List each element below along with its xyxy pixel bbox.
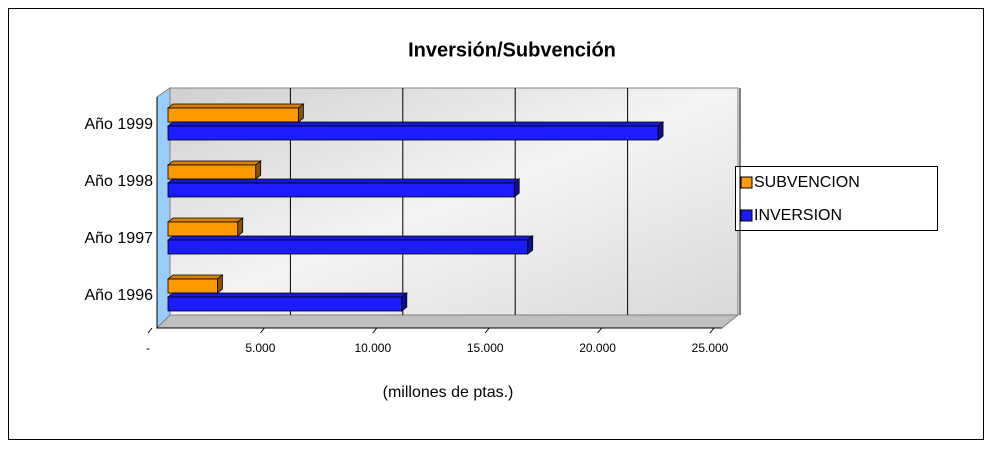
x-tick-label: 15.000 <box>467 341 504 355</box>
bar <box>166 160 262 180</box>
x-tick-label: 10.000 <box>354 341 391 355</box>
x-axis-title: (millones de ptas.) <box>383 384 514 401</box>
y-tick-label: Año 1996 <box>84 287 153 304</box>
x-tick <box>260 327 265 334</box>
y-tick-label: Año 1999 <box>84 116 153 133</box>
legend-label: SUBVENCION <box>754 174 860 191</box>
floor <box>155 314 740 329</box>
x-tick-label: 25.000 <box>692 341 729 355</box>
y-tick-label: Año 1998 <box>84 173 153 190</box>
legend-swatch <box>740 176 753 189</box>
x-tick <box>709 327 715 334</box>
x-tick-label: 5.000 <box>245 341 275 355</box>
x-tick <box>372 327 378 334</box>
x-tick-label: - <box>146 341 150 355</box>
legend <box>735 166 938 231</box>
bar <box>166 217 244 237</box>
bar <box>166 178 521 198</box>
bar <box>166 292 408 312</box>
bar <box>166 103 305 123</box>
bar <box>166 121 665 141</box>
x-tick <box>484 327 490 334</box>
y-tick-label: Año 1997 <box>84 230 153 247</box>
bar <box>166 235 534 255</box>
x-tick-label: 20.000 <box>579 341 616 355</box>
x-tick <box>597 327 602 334</box>
x-tick <box>147 327 153 334</box>
chart-title: Inversión/Subvención <box>408 39 616 61</box>
legend-label: INVERSION <box>754 207 842 224</box>
bar <box>166 274 224 294</box>
legend-swatch <box>740 209 753 222</box>
